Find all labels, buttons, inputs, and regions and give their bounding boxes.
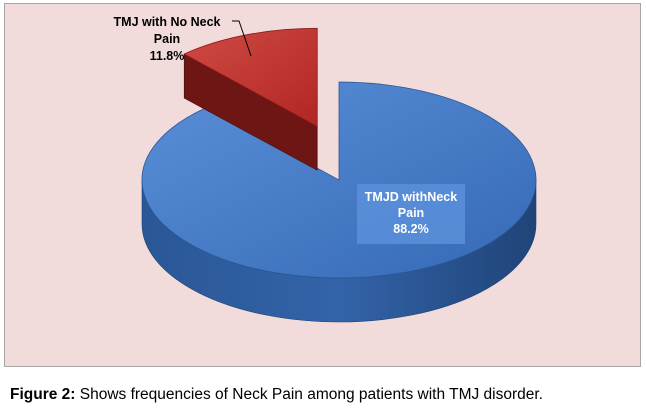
data-label-neck-pain-line1: TMJD withNeck [365,190,457,204]
label-box-neck-pain [357,184,465,244]
data-label-neck-pain-line3: 88.2% [393,222,428,236]
pie-chart: TMJD withNeck Pain 88.2% TMJ with No Neck Pa… [114,15,537,323]
chart-area: TMJD withNeck Pain 88.2% TMJ with No Neck Pa… [4,3,641,367]
slice-neck-pain [141,81,537,279]
leader-line-no-neck-pain [232,20,252,57]
data-label-neck-pain-line2: Pain [398,206,424,220]
data-label-no-neck-pain-line2: Pain [154,32,180,46]
data-label-no-neck-pain-line3: 11.8% [150,49,185,63]
data-label-no-neck-pain-line1: TMJ with No Neck [114,15,221,29]
slice-no-neck-pain [183,27,318,127]
figure-caption: Figure 2: Shows frequencies of Neck Pain… [10,386,640,404]
caption-label: Figure 2: [10,386,76,403]
caption-text: Shows frequencies of Neck Pain among pat… [75,386,543,403]
